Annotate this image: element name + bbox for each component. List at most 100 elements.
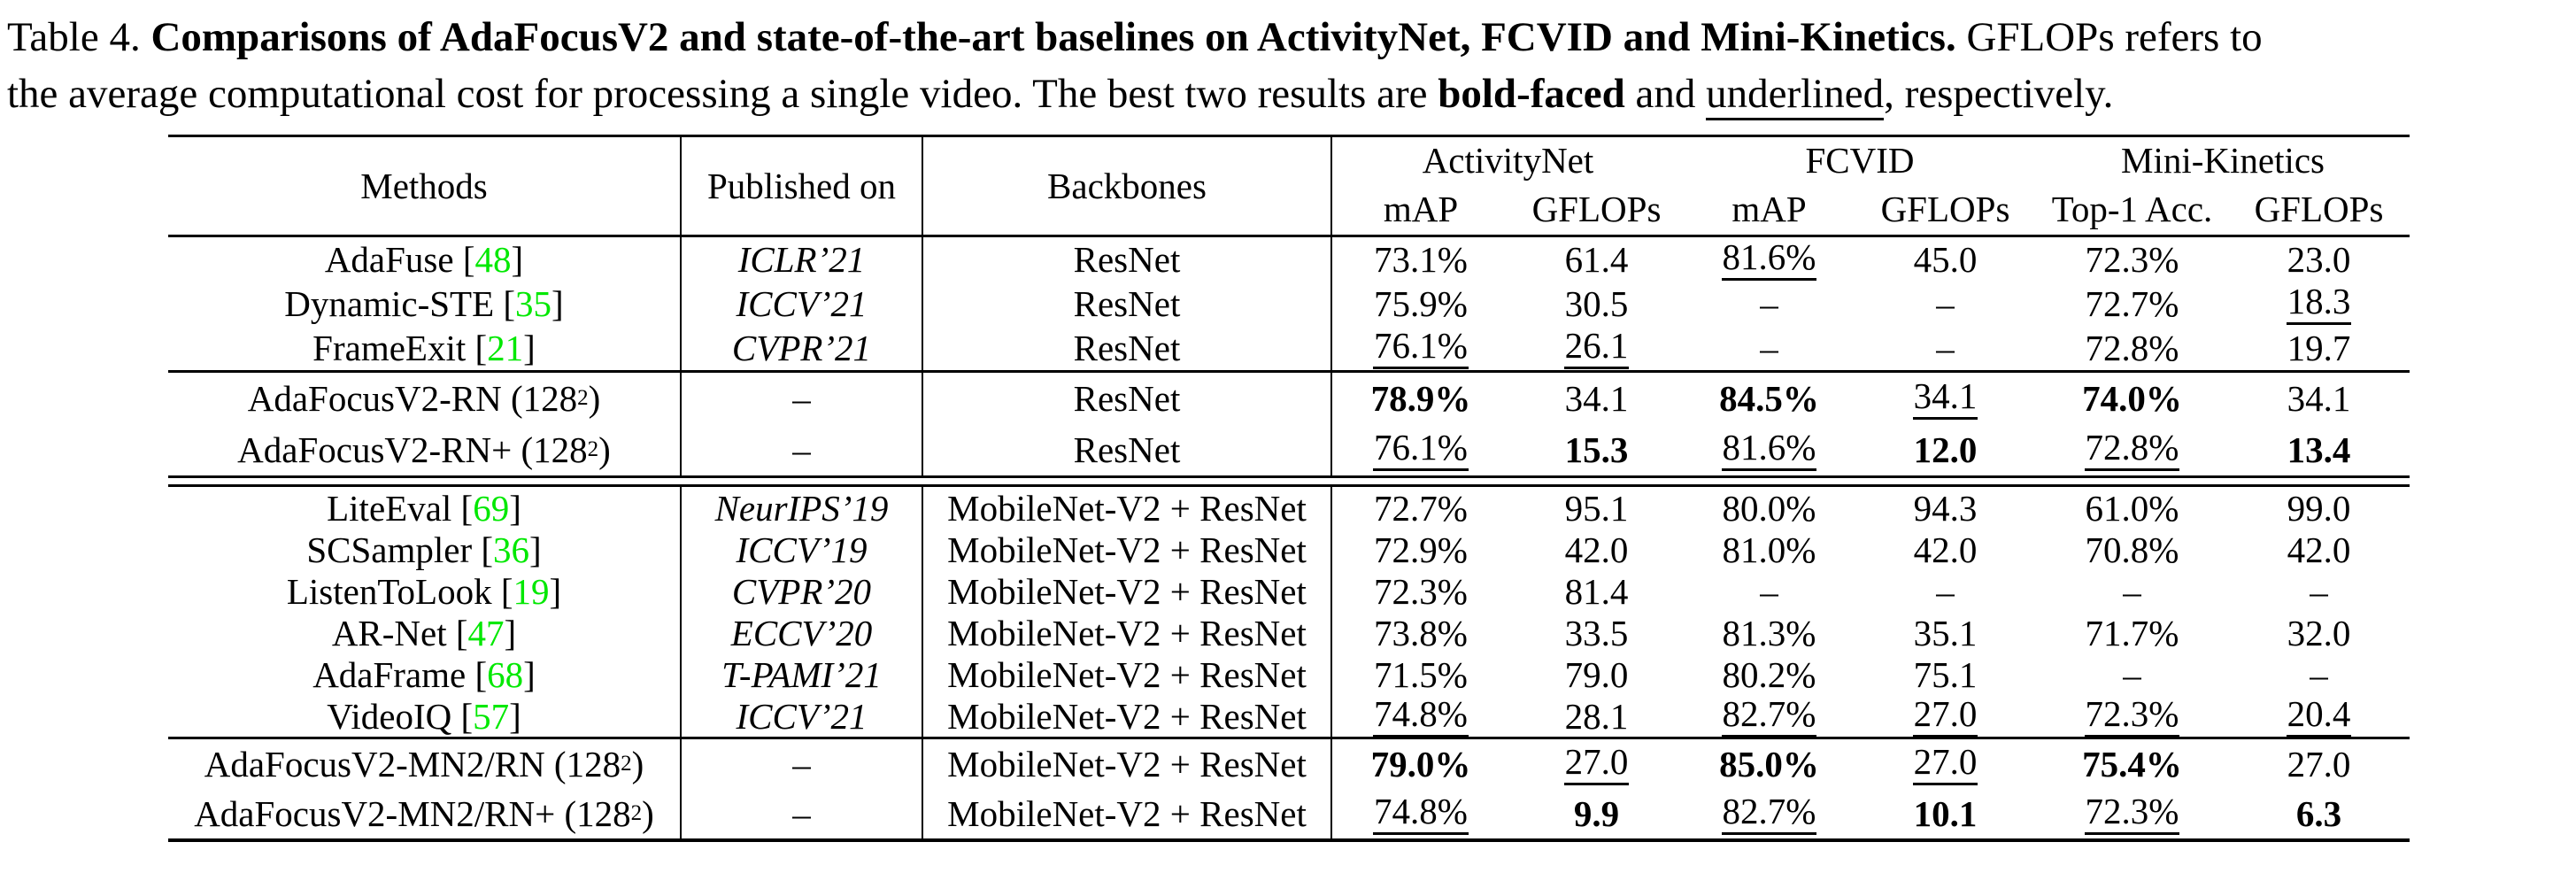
metric-header-gflops: GFLOPs: [2254, 189, 2384, 229]
citation-bracket: ]: [523, 328, 536, 368]
value-cell: 42.0: [1509, 529, 1684, 571]
published-cell: –: [682, 373, 923, 424]
value: 75.9%: [1374, 283, 1468, 324]
header-rule: [168, 235, 2410, 237]
value: –: [2123, 654, 2141, 695]
value-cell: 75.9%: [1332, 282, 1509, 326]
value-cell: 79.0: [1509, 653, 1684, 696]
published-cell: T-PAMI’21: [682, 653, 923, 696]
value-cell: 70.8%: [2036, 529, 2228, 571]
value: 74.8%: [1373, 792, 1469, 836]
value: 74.8%: [1373, 694, 1469, 738]
value-cell: 20.4: [2228, 694, 2410, 738]
value-cell: 27.0: [1855, 739, 2036, 789]
value-cell: 61.0%: [2036, 487, 2228, 529]
value-cell: 84.5%: [1684, 373, 1855, 424]
value-cell: 72.3%: [1332, 570, 1509, 613]
published-value: ICCV’19: [736, 529, 868, 570]
bottom-rule: [168, 838, 2410, 842]
metric-header-map: mAP: [1383, 189, 1459, 229]
table-group: LiteEval [69] NeurIPS’19 MobileNet-V2 + Re…: [168, 487, 2410, 738]
published-value: ICLR’21: [737, 239, 866, 280]
table-row: AdaFrame [68] T-PAMI’21 MobileNet-V2 + Res…: [168, 653, 2410, 696]
citation-bracket: [: [494, 283, 516, 324]
citation-bracket: ]: [511, 239, 524, 280]
value-cell: –: [2228, 653, 2410, 696]
published-value: T-PAMI’21: [721, 654, 882, 695]
value-cell: 81.6%: [1684, 424, 1855, 475]
backbone-cell: ResNet: [923, 326, 1332, 370]
value-cell: 74.8%: [1332, 694, 1509, 738]
value: 79.0: [1564, 654, 1629, 695]
published-value: ICCV’21: [736, 696, 868, 738]
table-row: VideoIQ [57] ICCV’21 MobileNet-V2 + ResNet…: [168, 694, 2410, 738]
value: 72.7%: [2085, 283, 2179, 324]
value-cell: 42.0: [2228, 529, 2410, 571]
published-value: NeurIPS’19: [714, 488, 889, 529]
published-value: –: [792, 429, 811, 470]
value: 72.3%: [1374, 571, 1468, 612]
value-cell: 61.4: [1509, 237, 1684, 282]
value-cell: 23.0: [2228, 237, 2410, 282]
value: 26.1: [1563, 326, 1630, 370]
table-group: AdaFocusV2-RN (128 2) – ResNet 78.9% 34.1 84.5…: [168, 373, 2410, 475]
value: –: [1760, 571, 1778, 612]
value-cell: 28.1: [1509, 695, 1684, 738]
caption-text: , respectively.: [1884, 71, 2114, 117]
value-cell: 15.3: [1509, 424, 1684, 475]
citation-bracket: ]: [509, 696, 521, 738]
value-cell: 35.1: [1855, 612, 2036, 654]
value-cell: 75.1: [1855, 653, 2036, 696]
results-table: Methods Published on Backbones ActivityN…: [168, 135, 2410, 842]
value: 75.1: [1913, 654, 1978, 695]
backbone-cell: MobileNet-V2 + ResNet: [923, 487, 1332, 529]
value-cell: 45.0: [1855, 237, 2036, 282]
published-value: ECCV’20: [730, 613, 873, 653]
caption-line-2: the average computational cost for proce…: [7, 66, 2574, 122]
method-cell: VideoIQ [57]: [168, 695, 682, 738]
citation-bracket: [: [491, 571, 513, 612]
citation-bracket: ]: [523, 654, 536, 695]
citation-bracket: [: [466, 328, 488, 368]
value-cell: 80.0%: [1684, 487, 1855, 529]
value: –: [1936, 283, 1955, 324]
value: 76.1%: [1373, 326, 1469, 370]
backbone-cell: MobileNet-V2 + ResNet: [923, 529, 1332, 571]
value: 71.7%: [2085, 613, 2179, 653]
value: 94.3: [1913, 488, 1978, 529]
value-cell: 72.3%: [2036, 237, 2228, 282]
published-cell: –: [682, 789, 923, 838]
value: 72.3%: [2084, 792, 2180, 836]
value-cell: –: [2036, 570, 2228, 613]
value-cell: 27.0: [2228, 739, 2410, 789]
value: 42.0: [1913, 529, 1978, 570]
value-cell: 82.7%: [1684, 694, 1855, 738]
table-row: LiteEval [69] NeurIPS’19 MobileNet-V2 + Re…: [168, 487, 2410, 529]
value-cell: –: [2228, 570, 2410, 613]
value: 23.0: [2287, 239, 2351, 280]
value: 34.1: [1912, 376, 1978, 421]
value: 82.7%: [1721, 694, 1817, 738]
value-cell: 34.1: [2228, 373, 2410, 424]
value-cell: 71.5%: [1332, 653, 1509, 696]
value: –: [2123, 571, 2141, 612]
value-cell: 72.3%: [2036, 789, 2228, 838]
citation-bracket: ]: [529, 529, 542, 570]
value-cell: 78.9%: [1332, 373, 1509, 424]
table-group: AdaFocusV2-MN2/RN (128 2) – MobileNet-V2 + …: [168, 739, 2410, 838]
method-name: AR-Net: [331, 613, 447, 653]
value: 72.7%: [1374, 488, 1468, 529]
value-cell: 19.7: [2228, 326, 2410, 370]
group-rule: [168, 370, 2410, 373]
value: –: [1760, 283, 1778, 324]
value-cell: 42.0: [1855, 529, 2036, 571]
value: 76.1%: [1373, 428, 1469, 472]
method-name: AdaFocusV2-RN (128: [247, 378, 578, 419]
value-cell: –: [1684, 570, 1855, 613]
caption-text: and: [1624, 71, 1707, 117]
published-value: –: [792, 793, 811, 834]
table-header: Methods Published on Backbones ActivityN…: [168, 137, 2410, 235]
col-header-backbones: Backbones: [923, 137, 1332, 235]
value-cell: 72.8%: [2036, 424, 2228, 475]
value: 81.6%: [1721, 428, 1817, 472]
